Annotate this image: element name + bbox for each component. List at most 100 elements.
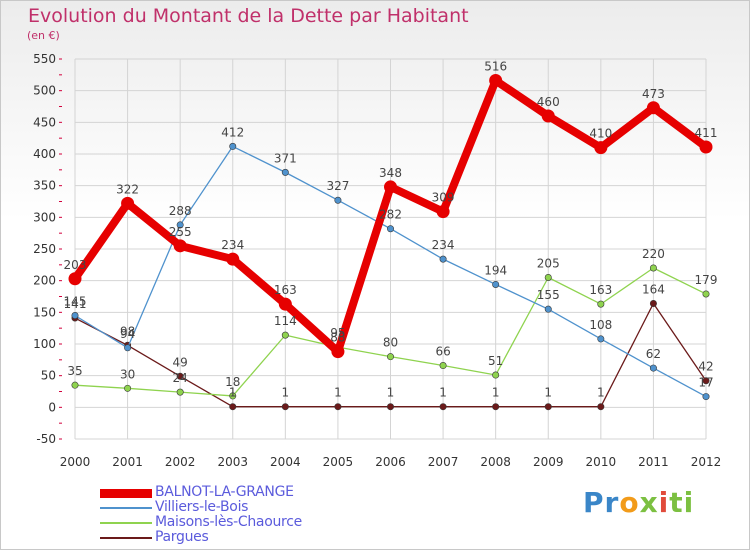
data-label: 473	[642, 87, 665, 101]
x-tick-label: 2000	[60, 455, 91, 469]
data-label: 412	[221, 125, 244, 139]
data-point	[597, 300, 605, 308]
legend-label: BALNOT-LA-GRANGE	[155, 484, 294, 500]
data-label: 141	[64, 297, 87, 311]
data-point	[334, 403, 342, 411]
data-label: 348	[379, 166, 402, 180]
data-point	[492, 280, 500, 288]
data-label: 234	[221, 238, 244, 252]
x-tick-label: 2003	[217, 455, 248, 469]
legend-swatch	[100, 537, 152, 539]
y-tick-label: 400	[33, 147, 56, 161]
data-point	[71, 311, 79, 319]
data-point	[386, 403, 394, 411]
x-tick-label: 2010	[586, 455, 617, 469]
data-point	[436, 205, 450, 219]
legend-swatch	[100, 507, 152, 509]
data-label: 1	[387, 386, 395, 400]
data-point	[281, 331, 289, 339]
data-label: 371	[274, 151, 297, 165]
data-label: 1	[597, 386, 605, 400]
data-label: 234	[432, 238, 455, 252]
data-point	[649, 264, 657, 272]
data-label: 94	[120, 327, 135, 341]
data-point	[226, 252, 240, 266]
data-point	[544, 305, 552, 313]
data-label: 155	[537, 288, 560, 302]
data-point	[176, 388, 184, 396]
y-tick-label: 0	[48, 400, 56, 414]
data-point	[492, 371, 500, 379]
data-label: 49	[173, 355, 188, 369]
brand-logo-part: o	[619, 486, 640, 519]
data-label: 410	[589, 127, 612, 141]
data-point	[541, 109, 555, 123]
y-tick-label: 150	[33, 305, 56, 319]
data-label: 163	[589, 283, 612, 297]
data-label: 194	[484, 263, 507, 277]
x-tick-label: 2009	[533, 455, 564, 469]
data-point	[281, 403, 289, 411]
x-tick-label: 2004	[270, 455, 301, 469]
data-point	[121, 196, 135, 210]
data-point	[492, 403, 500, 411]
data-point	[544, 403, 552, 411]
data-label: 42	[698, 360, 713, 374]
data-point	[439, 403, 447, 411]
data-label: 411	[695, 126, 718, 140]
data-point	[334, 196, 342, 204]
legend-label: Maisons-lès-Chaource	[155, 514, 302, 530]
y-tick-label: 50	[41, 369, 56, 383]
brand-logo-part: x	[639, 486, 659, 519]
data-label: 145	[64, 295, 87, 309]
data-label: 18	[225, 375, 240, 389]
y-tick-label: 350	[33, 179, 56, 193]
data-label: 108	[589, 318, 612, 332]
x-tick-label: 2006	[375, 455, 406, 469]
data-label: 322	[116, 182, 139, 196]
data-label: 460	[537, 95, 560, 109]
data-label: 98	[120, 324, 135, 338]
data-point	[386, 353, 394, 361]
data-label: 179	[695, 273, 718, 287]
brand-logo: Proxiti	[583, 486, 694, 519]
data-label: 163	[274, 283, 297, 297]
data-point	[702, 393, 710, 401]
y-tick-label: -50	[36, 432, 56, 446]
legend-label: Pargues	[155, 529, 209, 545]
y-tick-label: 300	[33, 210, 56, 224]
data-label: 164	[642, 282, 665, 296]
data-point	[597, 403, 605, 411]
brand-logo-part: ti	[669, 486, 695, 519]
data-point	[281, 168, 289, 176]
data-point	[649, 299, 657, 307]
data-label: 309	[432, 191, 455, 205]
data-point	[176, 372, 184, 380]
data-point	[173, 239, 187, 253]
chart-title: Evolution du Montant de la Dette par Hab…	[28, 5, 469, 27]
data-point	[68, 272, 82, 286]
data-label: 30	[120, 367, 135, 381]
data-point	[439, 362, 447, 370]
data-label: 35	[67, 364, 82, 378]
y-tick-label: 200	[33, 274, 56, 288]
x-tick-label: 2011	[638, 455, 669, 469]
y-tick-label: 500	[33, 84, 56, 98]
data-label: 17	[698, 376, 713, 390]
data-point	[331, 345, 345, 359]
legend-swatch	[100, 522, 152, 524]
x-tick-label: 2001	[112, 455, 143, 469]
data-point	[544, 273, 552, 281]
data-label: 24	[173, 371, 188, 385]
data-label: 516	[484, 60, 507, 74]
y-tick-label: 100	[33, 337, 56, 351]
data-label: 1	[439, 386, 447, 400]
data-point	[229, 403, 237, 411]
brand-logo-part: i	[658, 486, 670, 519]
data-label: 95	[330, 326, 345, 340]
data-point	[384, 180, 397, 194]
data-label: 282	[379, 208, 402, 222]
data-label: 220	[642, 247, 665, 261]
data-label: 1	[334, 386, 342, 400]
data-point	[176, 221, 184, 229]
